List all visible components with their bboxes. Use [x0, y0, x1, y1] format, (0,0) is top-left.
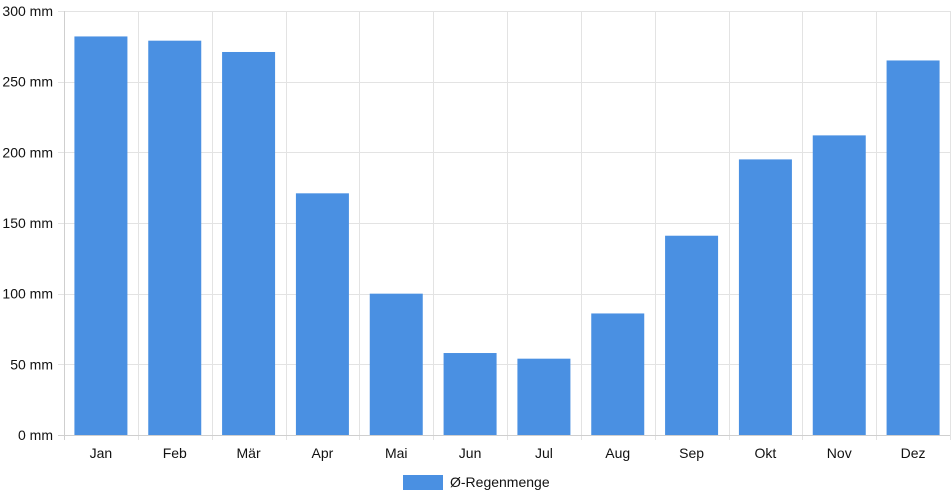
bar-mär: [222, 51, 276, 436]
legend-swatch: [403, 475, 443, 490]
x-tick-label: Okt: [755, 445, 777, 461]
bar-apr: [295, 193, 349, 435]
y-tick-label: 250 mm: [2, 74, 53, 90]
x-tick-label: Apr: [312, 445, 334, 461]
bar-aug: [591, 313, 645, 435]
x-tick-label: Mai: [385, 445, 408, 461]
bars: [74, 36, 940, 436]
y-tick-label: 100 mm: [2, 286, 53, 302]
x-tick-label: Jun: [459, 445, 482, 461]
y-tick-label: 50 mm: [10, 356, 53, 372]
x-tick-label: Nov: [827, 445, 852, 461]
legend: Ø-Regenmenge: [403, 474, 550, 490]
bar-dez: [886, 60, 940, 435]
x-tick-label: Dez: [901, 445, 926, 461]
x-tick-label: Mär: [237, 445, 261, 461]
y-tick-label: 200 mm: [2, 144, 53, 160]
y-tick-label: 150 mm: [2, 215, 53, 231]
bar-sep: [665, 235, 719, 435]
x-tick-label: Jan: [90, 445, 113, 461]
legend-label: Ø-Regenmenge: [450, 474, 550, 490]
bar-mai: [369, 293, 423, 435]
y-tick-label: 300 mm: [2, 3, 53, 19]
x-tick-label: Jul: [535, 445, 553, 461]
y-tick-label: 0 mm: [18, 427, 53, 443]
bar-jul: [517, 358, 571, 435]
x-tick-label: Feb: [163, 445, 187, 461]
bar-feb: [148, 40, 202, 436]
axes: [58, 11, 950, 440]
y-axis-tick-labels: 0 mm 50 mm 100 mm 150 mm 200 mm 250 mm 300 mm: [2, 3, 53, 443]
x-tick-label: Sep: [679, 445, 704, 461]
bar-nov: [812, 135, 866, 435]
x-axis-tick-labels: Jan Feb Mär Apr Mai Jun Jul Aug Sep Okt Nov Dez: [90, 445, 926, 461]
bar-okt: [738, 159, 792, 435]
x-tick-label: Aug: [605, 445, 630, 461]
grid-lines: [58, 11, 951, 440]
bar-jan: [74, 36, 128, 435]
bar-jun: [443, 353, 497, 435]
